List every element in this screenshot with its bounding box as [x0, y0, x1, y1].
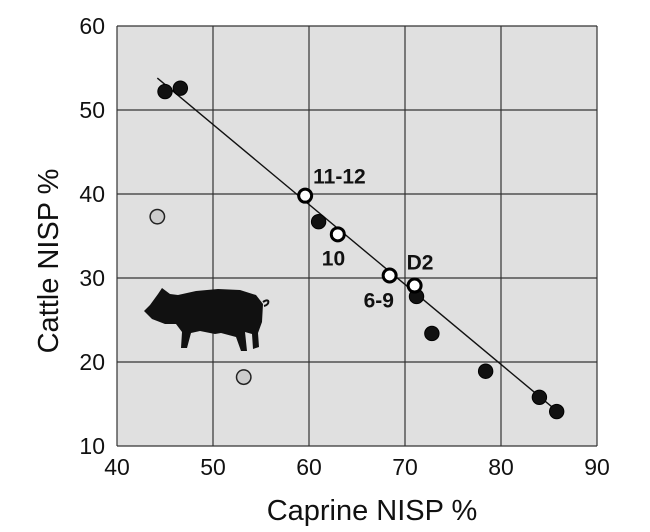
point-label: D2 [407, 252, 434, 275]
x-tick-label: 80 [488, 454, 514, 480]
x-tick-label: 40 [104, 454, 130, 480]
open-data-point [329, 226, 346, 243]
filled-data-point [424, 325, 440, 342]
filled-data-point [531, 389, 548, 405]
x-axis-title: Caprine NISP % [267, 495, 478, 527]
trend-line [156, 77, 560, 413]
point-labels: 11-12 10 6-9 D2 [313, 166, 433, 313]
y-tick-label: 50 [79, 97, 105, 123]
x-tick-label: 70 [392, 454, 418, 480]
y-tick-label: 30 [79, 265, 105, 291]
filled-data-point [548, 403, 565, 420]
y-axis-title: Cattle NISP % [33, 169, 65, 354]
y-tick-label: 40 [79, 181, 105, 207]
open-data-point [406, 277, 423, 294]
y-tick-labels: 10 20 30 40 50 60 [79, 13, 105, 459]
filled-data-point [310, 214, 327, 230]
pig-icon [144, 288, 270, 351]
point-label: 6-9 [364, 289, 394, 312]
grid-lines [116, 25, 598, 447]
data-points [149, 80, 565, 420]
open-data-point [297, 187, 314, 204]
x-tick-labels: 40 50 60 70 80 90 [104, 454, 610, 480]
filled-data-point [172, 80, 189, 96]
y-tick-label: 60 [79, 13, 105, 39]
open-data-point [381, 267, 398, 284]
filled-data-point [477, 363, 494, 379]
y-tick-label: 10 [79, 433, 105, 459]
grey-data-point [235, 369, 252, 386]
grey-data-point [149, 208, 166, 225]
x-tick-label: 60 [296, 454, 322, 480]
filled-data-point [157, 83, 173, 100]
point-label: 10 [322, 247, 345, 270]
point-label: 11-12 [313, 166, 366, 189]
x-tick-label: 50 [200, 454, 226, 480]
plot-area [117, 26, 597, 446]
y-tick-label: 20 [79, 349, 105, 375]
x-tick-label: 90 [584, 454, 610, 480]
